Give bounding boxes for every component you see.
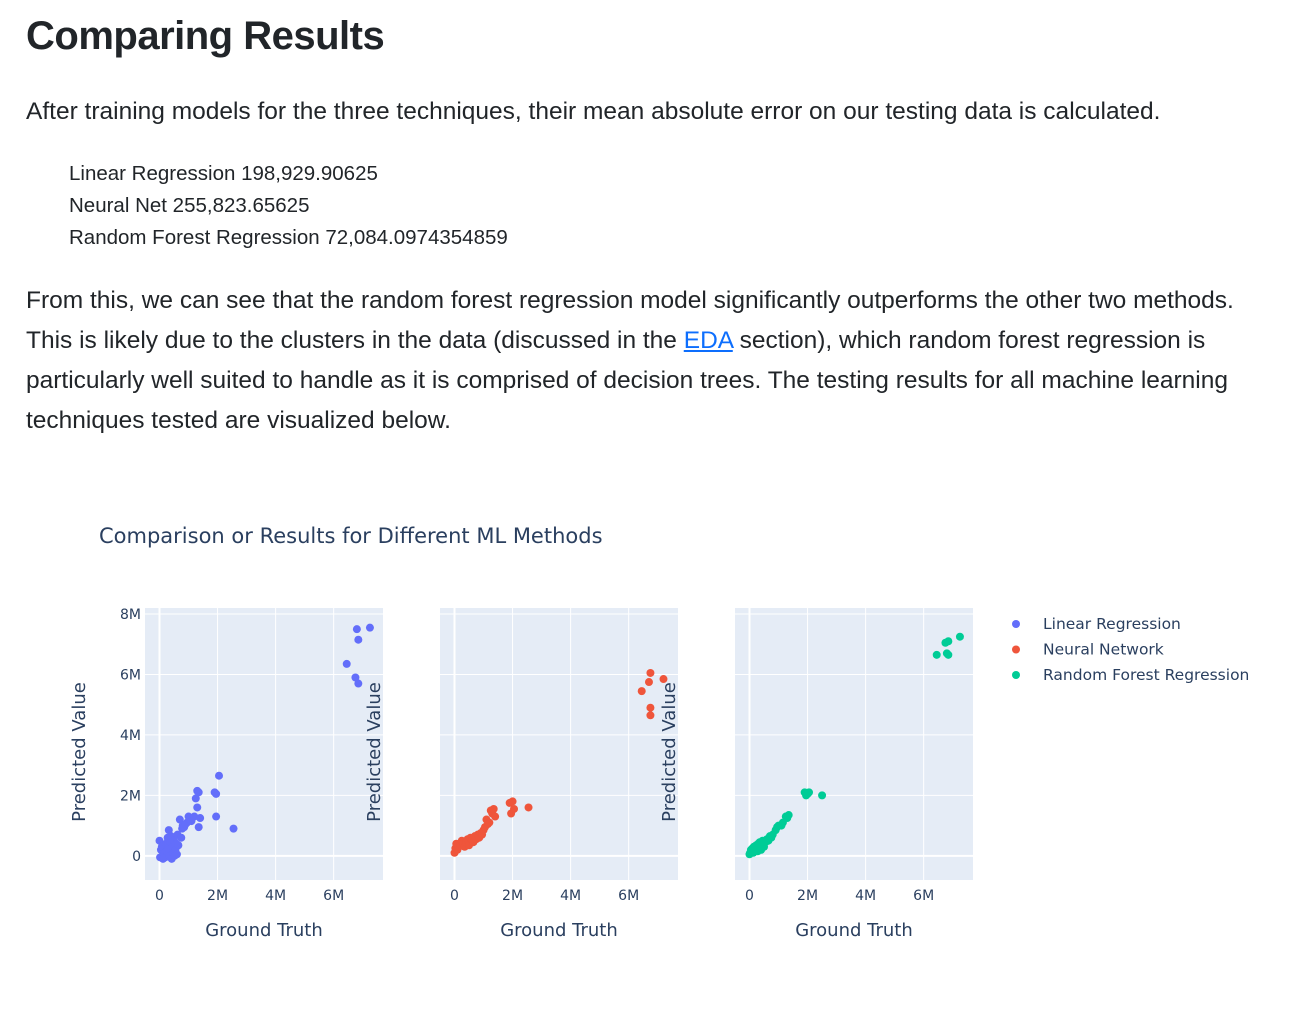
x-tick-label: 2M (502, 888, 523, 904)
x-tick-label: 0 (155, 888, 164, 904)
data-point[interactable] (637, 687, 646, 696)
data-point[interactable] (352, 625, 361, 634)
chart-title: Comparison or Results for Different ML M… (99, 524, 603, 548)
intro-paragraph: After training models for the three tech… (26, 98, 1161, 125)
data-point[interactable] (805, 788, 814, 797)
y-tick-label: 4M (120, 728, 141, 744)
data-point[interactable] (784, 811, 793, 820)
y-axis-title: Predicted Value (364, 682, 385, 822)
data-point[interactable] (510, 804, 519, 813)
data-point[interactable] (175, 815, 184, 824)
x-axis-title: Ground Truth (500, 920, 618, 941)
data-point[interactable] (944, 637, 953, 646)
y-axis-title: Predicted Value (659, 682, 680, 822)
legend-label: Neural Network (1043, 641, 1164, 659)
legend-label: Linear Regression (1043, 615, 1181, 633)
data-point[interactable] (212, 789, 221, 798)
legend-item-neural-network[interactable]: Neural Network (1012, 641, 1164, 659)
data-point[interactable] (354, 679, 363, 688)
data-point[interactable] (365, 623, 374, 632)
y-tick-label: 8M (120, 607, 141, 623)
data-point[interactable] (193, 803, 202, 812)
data-point[interactable] (646, 703, 655, 712)
data-point[interactable] (354, 635, 363, 644)
x-tick-label: 4M (855, 888, 876, 904)
data-point[interactable] (215, 771, 224, 780)
legend-marker (1012, 620, 1020, 628)
x-tick-label: 0 (745, 888, 754, 904)
x-tick-label: 6M (913, 888, 934, 904)
y-tick-label: 6M (120, 667, 141, 683)
subplot-linear-regression: 0 2M 4M 6M 0 2M 4M 6M 8M Ground Truth Predicted Va… (69, 607, 383, 941)
data-point[interactable] (342, 659, 351, 668)
x-tick-label: 6M (618, 888, 639, 904)
x-tick-label: 2M (797, 888, 818, 904)
metric-neural-net: Neural Net 255,823.65625 (69, 194, 310, 217)
data-point[interactable] (932, 650, 941, 659)
data-point[interactable] (646, 668, 655, 677)
eda-link[interactable]: EDA (683, 327, 733, 354)
x-tick-label: 6M (323, 888, 344, 904)
data-point[interactable] (194, 823, 203, 832)
data-point[interactable] (955, 632, 964, 641)
comparison-chart: Comparison or Results for Different ML M… (69, 524, 1249, 941)
x-tick-label: 4M (265, 888, 286, 904)
x-axis-title: Ground Truth (205, 920, 323, 941)
legend-marker (1012, 671, 1020, 679)
legend-label: Random Forest Regression (1043, 666, 1249, 684)
data-point[interactable] (508, 797, 517, 806)
data-point[interactable] (485, 818, 494, 827)
data-point[interactable] (229, 824, 238, 833)
discussion-paragraph: From this, we can see that the random fo… (26, 281, 1276, 441)
data-point[interactable] (164, 826, 173, 835)
data-point[interactable] (524, 803, 533, 812)
data-point[interactable] (944, 650, 953, 659)
data-point[interactable] (174, 841, 183, 850)
x-tick-label: 4M (560, 888, 581, 904)
data-point[interactable] (177, 833, 186, 842)
data-point[interactable] (644, 678, 653, 687)
legend-marker (1012, 645, 1020, 654)
data-point[interactable] (659, 675, 668, 684)
discussion-text-before: From this, we can see that the random fo… (26, 287, 1234, 354)
x-tick-label: 0 (450, 888, 459, 904)
data-point[interactable] (491, 812, 500, 821)
data-point[interactable] (351, 673, 360, 682)
data-point[interactable] (646, 711, 655, 720)
x-tick-label: 2M (207, 888, 228, 904)
data-point[interactable] (172, 850, 181, 859)
x-axis-title: Ground Truth (795, 920, 913, 941)
legend-item-linear-regression[interactable]: Linear Regression (1012, 615, 1181, 633)
data-point[interactable] (489, 804, 498, 813)
plot-area (145, 608, 383, 880)
data-point[interactable] (194, 788, 203, 797)
error-metrics: Linear Regression 198,929.90625 Neural N… (69, 158, 508, 254)
metric-random-forest: Random Forest Regression 72,084.09743548… (69, 226, 508, 249)
legend-item-random-forest-regression[interactable]: Random Forest Regression (1012, 666, 1249, 684)
y-axis-title: Predicted Value (69, 682, 90, 822)
y-tick-label: 0 (132, 849, 141, 865)
discussion-text-after: section), which random forest regression… (26, 327, 1228, 434)
data-point[interactable] (196, 814, 205, 823)
data-point[interactable] (191, 794, 200, 803)
page-title: Comparing Results (26, 14, 385, 58)
data-point[interactable] (212, 812, 221, 821)
metric-linear-regression: Linear Regression 198,929.90625 (69, 162, 378, 185)
y-tick-label: 2M (120, 788, 141, 804)
data-point[interactable] (818, 791, 827, 800)
